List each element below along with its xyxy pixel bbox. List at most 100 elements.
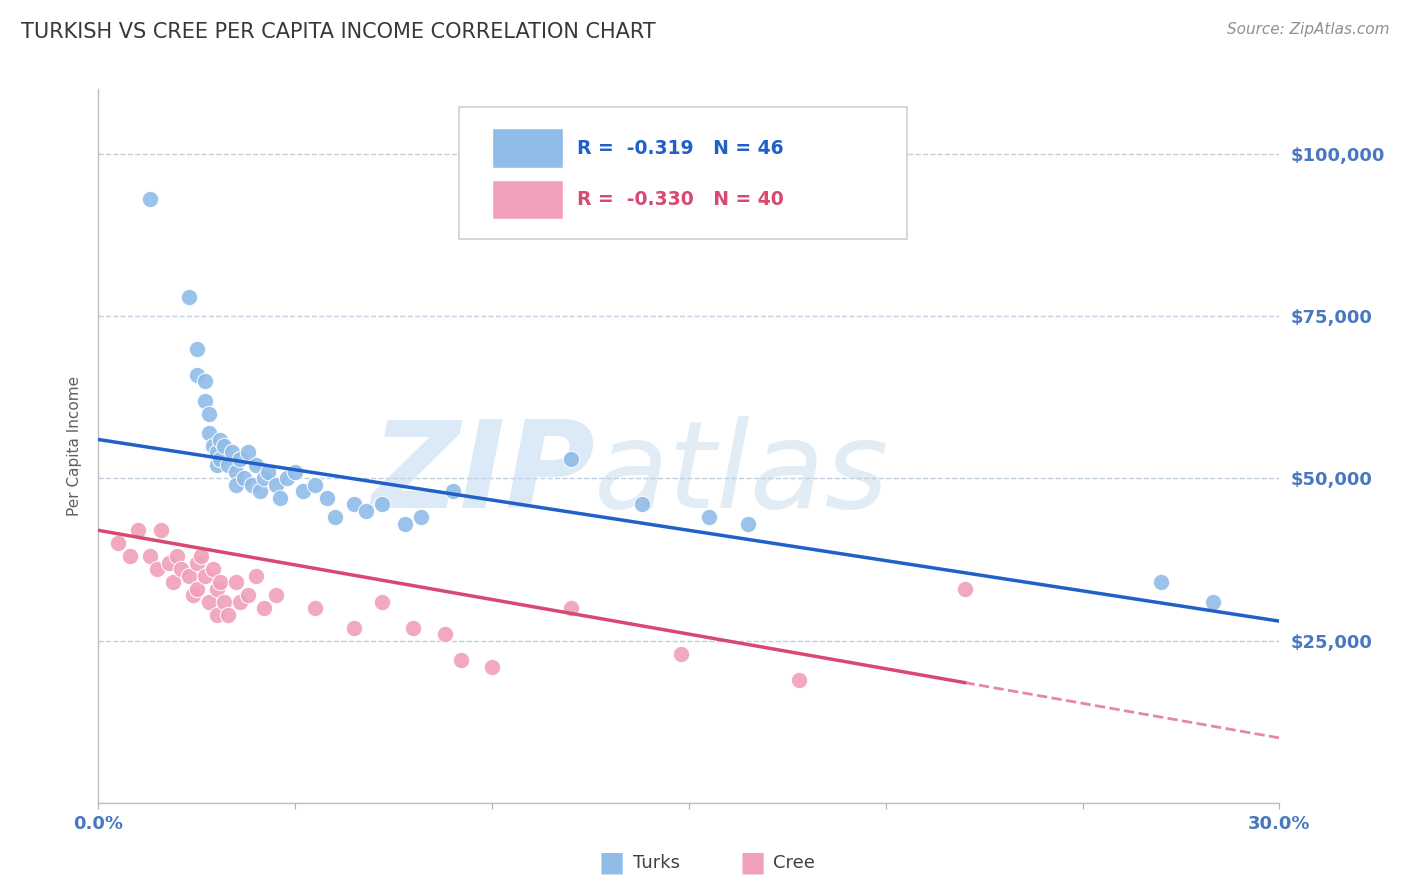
Point bbox=[194, 374, 217, 388]
Point bbox=[194, 393, 217, 408]
Point bbox=[177, 290, 200, 304]
Point bbox=[217, 458, 239, 473]
Point bbox=[402, 621, 425, 635]
Point bbox=[264, 478, 287, 492]
Point bbox=[269, 491, 291, 505]
Point bbox=[166, 549, 188, 564]
Point bbox=[138, 549, 160, 564]
Point bbox=[186, 556, 208, 570]
Point bbox=[630, 497, 652, 511]
Point bbox=[214, 439, 236, 453]
Point bbox=[225, 575, 247, 590]
Point bbox=[411, 510, 433, 524]
Point bbox=[343, 497, 366, 511]
Point bbox=[354, 504, 377, 518]
Point bbox=[194, 568, 217, 582]
Text: ■: ■ bbox=[599, 848, 624, 877]
Point bbox=[240, 478, 263, 492]
Point bbox=[256, 465, 278, 479]
Text: Turks: Turks bbox=[633, 854, 679, 871]
Point bbox=[292, 484, 315, 499]
Text: ZIP: ZIP bbox=[371, 416, 595, 533]
FancyBboxPatch shape bbox=[492, 128, 562, 168]
Point bbox=[669, 647, 692, 661]
Point bbox=[146, 562, 169, 576]
Point bbox=[209, 433, 232, 447]
Point bbox=[214, 595, 236, 609]
Point bbox=[433, 627, 456, 641]
Point bbox=[127, 524, 149, 538]
Point bbox=[264, 588, 287, 602]
Point bbox=[209, 452, 232, 467]
Point bbox=[229, 452, 252, 467]
Point bbox=[253, 471, 276, 485]
Point bbox=[953, 582, 976, 596]
Point bbox=[157, 556, 180, 570]
Point bbox=[253, 601, 276, 615]
Point bbox=[177, 568, 200, 582]
Point bbox=[205, 582, 228, 596]
Text: TURKISH VS CREE PER CAPITA INCOME CORRELATION CHART: TURKISH VS CREE PER CAPITA INCOME CORREL… bbox=[21, 22, 655, 42]
Point bbox=[197, 595, 219, 609]
Text: R =  -0.319   N = 46: R = -0.319 N = 46 bbox=[576, 138, 783, 158]
Text: atlas: atlas bbox=[595, 416, 890, 533]
Point bbox=[245, 568, 267, 582]
Point bbox=[343, 621, 366, 635]
Point bbox=[186, 582, 208, 596]
Point bbox=[245, 458, 267, 473]
Text: Cree: Cree bbox=[773, 854, 815, 871]
Point bbox=[284, 465, 307, 479]
Point bbox=[150, 524, 173, 538]
Point bbox=[1150, 575, 1173, 590]
Point bbox=[371, 497, 394, 511]
Point bbox=[197, 425, 219, 440]
Point bbox=[1201, 595, 1223, 609]
Point bbox=[304, 601, 326, 615]
Point bbox=[233, 471, 256, 485]
Point bbox=[186, 342, 208, 356]
Point bbox=[221, 445, 243, 459]
Text: Source: ZipAtlas.com: Source: ZipAtlas.com bbox=[1226, 22, 1389, 37]
Point bbox=[205, 458, 228, 473]
Point bbox=[181, 588, 204, 602]
Point bbox=[138, 193, 160, 207]
Point bbox=[107, 536, 129, 550]
Point bbox=[450, 653, 472, 667]
FancyBboxPatch shape bbox=[458, 107, 907, 239]
Point bbox=[249, 484, 271, 499]
Point bbox=[201, 439, 224, 453]
Point bbox=[190, 549, 212, 564]
Point bbox=[186, 368, 208, 382]
Text: ■: ■ bbox=[740, 848, 765, 877]
Point bbox=[560, 601, 582, 615]
Point bbox=[481, 659, 503, 673]
Point bbox=[197, 407, 219, 421]
Point bbox=[276, 471, 298, 485]
Point bbox=[201, 562, 224, 576]
Point bbox=[205, 445, 228, 459]
Point bbox=[217, 607, 239, 622]
Point bbox=[225, 465, 247, 479]
Point bbox=[304, 478, 326, 492]
Point bbox=[737, 516, 759, 531]
Point bbox=[205, 607, 228, 622]
Point bbox=[394, 516, 416, 531]
Point bbox=[225, 478, 247, 492]
Point bbox=[371, 595, 394, 609]
Point bbox=[441, 484, 464, 499]
Point bbox=[229, 595, 252, 609]
Point bbox=[560, 452, 582, 467]
Point bbox=[787, 673, 810, 687]
Point bbox=[118, 549, 141, 564]
FancyBboxPatch shape bbox=[492, 180, 562, 219]
Point bbox=[170, 562, 193, 576]
Point bbox=[315, 491, 337, 505]
Point bbox=[162, 575, 184, 590]
Point bbox=[323, 510, 346, 524]
Text: R =  -0.330   N = 40: R = -0.330 N = 40 bbox=[576, 190, 783, 209]
Point bbox=[236, 588, 259, 602]
Y-axis label: Per Capita Income: Per Capita Income bbox=[67, 376, 83, 516]
Point bbox=[697, 510, 720, 524]
Point bbox=[236, 445, 259, 459]
Point bbox=[209, 575, 232, 590]
